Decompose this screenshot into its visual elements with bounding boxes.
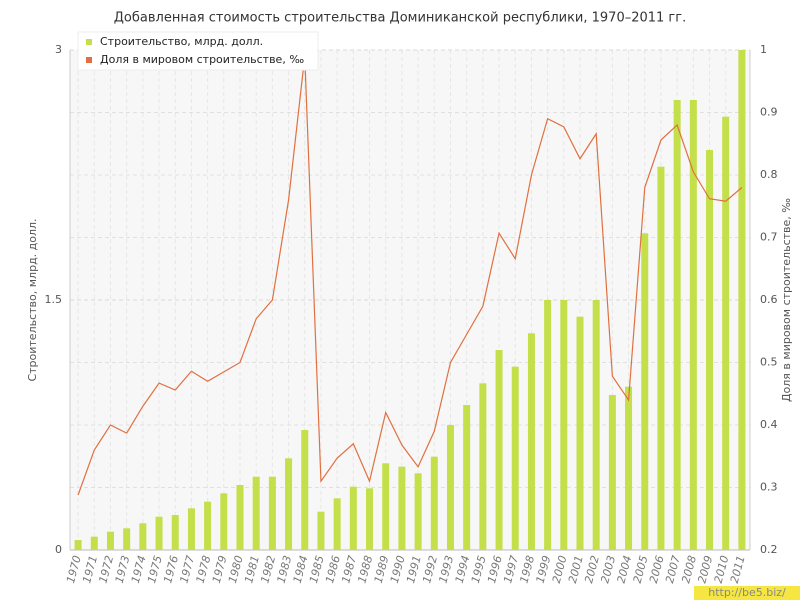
bar [446, 425, 454, 550]
bar [90, 536, 98, 550]
bar [511, 366, 519, 550]
bar [106, 531, 114, 550]
legend-label: Строительство, млрд. долл. [100, 35, 263, 48]
bar [673, 100, 681, 550]
y-tick-label: 3 [55, 43, 62, 56]
legend-swatch [86, 39, 92, 45]
bar [592, 300, 600, 550]
bar [430, 456, 438, 550]
line [77, 56, 743, 496]
y-tick-label: 0 [55, 543, 62, 556]
y2-tick-label: 0.4 [760, 418, 778, 431]
bar [689, 100, 697, 550]
bar [414, 473, 422, 550]
bar [171, 515, 179, 550]
bar [544, 300, 552, 550]
y2-axis-label: Доля в мировом строительстве, ‰ [780, 198, 793, 402]
bar [625, 386, 633, 550]
bar [608, 395, 616, 550]
bar [706, 150, 714, 550]
y-tick-label: 1.5 [45, 293, 63, 306]
y2-tick-label: 0.9 [760, 106, 778, 119]
bar [204, 501, 212, 550]
bar [349, 486, 357, 550]
bar [252, 476, 260, 550]
bar [236, 485, 244, 550]
y-axis-label: Строительство, млрд. долл. [26, 218, 39, 381]
y2-tick-label: 0.5 [760, 356, 778, 369]
bar [576, 316, 584, 550]
watermark-bg [694, 586, 800, 600]
bar [657, 166, 665, 550]
bar [738, 50, 746, 550]
bar [641, 233, 649, 551]
bar [382, 463, 390, 550]
bar [560, 300, 568, 550]
y2-tick-label: 0.6 [760, 293, 778, 306]
chart-title: Добавленная стоимость строительства Доми… [114, 11, 686, 26]
bar [333, 498, 341, 550]
y2-tick-label: 0.7 [760, 231, 778, 244]
bar [479, 383, 487, 550]
bar [398, 466, 406, 550]
y2-tick-label: 1 [760, 43, 767, 56]
bar [285, 458, 293, 550]
bar [495, 350, 503, 550]
bar [268, 476, 276, 550]
legend-label: Доля в мировом строительстве, ‰ [100, 53, 304, 66]
watermark: http://be5.biz/ [708, 586, 786, 599]
bar [187, 508, 195, 550]
legend: Строительство, млрд. долл. Доля в мировом… [77, 31, 319, 71]
bar [317, 511, 325, 550]
bar [123, 528, 131, 550]
bar [155, 516, 163, 550]
bar [463, 405, 471, 550]
bar [220, 493, 228, 550]
bar [527, 333, 535, 550]
legend-box [77, 31, 319, 71]
y2-tick-label: 0.3 [760, 481, 778, 494]
bar [722, 116, 730, 551]
y2-tick-label: 0.8 [760, 168, 778, 181]
y2-tick-label: 0.2 [760, 543, 778, 556]
bar [139, 523, 147, 550]
legend-swatch [86, 57, 92, 63]
bar [301, 430, 309, 550]
bar [74, 540, 82, 550]
bar [366, 488, 374, 550]
